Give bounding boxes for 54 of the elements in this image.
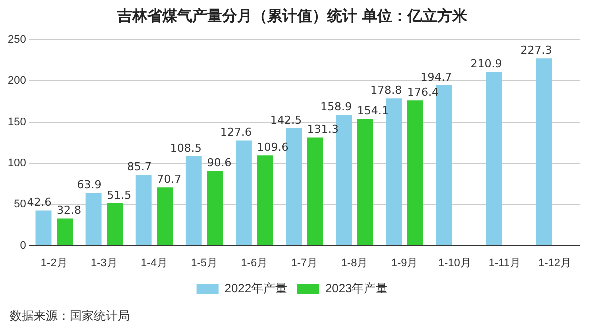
y-tick-label: 0 xyxy=(20,240,26,252)
data-label: 108.5 xyxy=(170,142,202,155)
legend-label: 2023年产量 xyxy=(326,281,388,296)
x-tick-label: 1-8月 xyxy=(341,257,368,270)
data-label: 158.9 xyxy=(320,100,352,114)
x-tick-label: 1-10月 xyxy=(438,257,472,270)
bar xyxy=(407,100,424,246)
bar xyxy=(86,193,102,246)
bar xyxy=(486,72,502,246)
bar xyxy=(386,98,402,246)
x-tick-label: 1-3月 xyxy=(90,257,118,270)
bar xyxy=(136,175,152,246)
bar xyxy=(207,171,224,246)
data-label: 51.5 xyxy=(107,188,132,202)
bar xyxy=(286,128,302,246)
data-label: 42.6 xyxy=(27,196,52,210)
chart-title: 吉林省煤气产量分月（累计值）统计 单位：亿立方米 xyxy=(116,6,469,25)
source-note: 数据来源：国家统计局 xyxy=(10,308,130,325)
x-tick-label: 1-4月 xyxy=(141,257,168,270)
x-tick-label: 1-12月 xyxy=(538,257,572,270)
bar xyxy=(257,156,274,246)
data-label: 142.5 xyxy=(270,114,302,127)
data-label: 178.8 xyxy=(370,84,402,97)
bar xyxy=(57,218,73,246)
legend-label: 2022年产量 xyxy=(224,281,288,296)
bar xyxy=(107,203,124,246)
y-tick-label: 250 xyxy=(8,34,26,46)
data-label: 70.7 xyxy=(157,172,182,186)
data-label: 127.6 xyxy=(220,126,252,140)
bar xyxy=(536,58,552,246)
bar xyxy=(36,210,52,246)
data-label: 227.3 xyxy=(520,44,552,58)
data-label: 85.7 xyxy=(127,160,152,174)
y-tick-label: 50 xyxy=(14,198,26,211)
bar xyxy=(336,114,352,246)
bar xyxy=(157,188,174,246)
x-tick-label: 1-7月 xyxy=(291,257,318,270)
x-tick-label: 1-6月 xyxy=(241,257,268,270)
bar xyxy=(186,156,202,246)
x-tick-label: 1-2月 xyxy=(40,257,68,270)
bar xyxy=(357,118,374,246)
y-tick-label: 200 xyxy=(8,75,26,88)
bar xyxy=(236,140,252,246)
y-tick-label: 100 xyxy=(8,158,26,170)
y-tick-label: 150 xyxy=(8,116,26,128)
x-tick-label: 1-5月 xyxy=(191,257,218,270)
data-label: 63.9 xyxy=(77,178,102,192)
data-label: 210.9 xyxy=(470,58,502,71)
data-label: 32.8 xyxy=(57,204,82,218)
x-tick-label: 1-11月 xyxy=(488,257,522,270)
bar xyxy=(307,138,324,246)
x-tick-label: 1-9月 xyxy=(391,257,418,270)
data-label: 194.7 xyxy=(420,70,452,84)
data-label: 90.6 xyxy=(207,156,232,170)
